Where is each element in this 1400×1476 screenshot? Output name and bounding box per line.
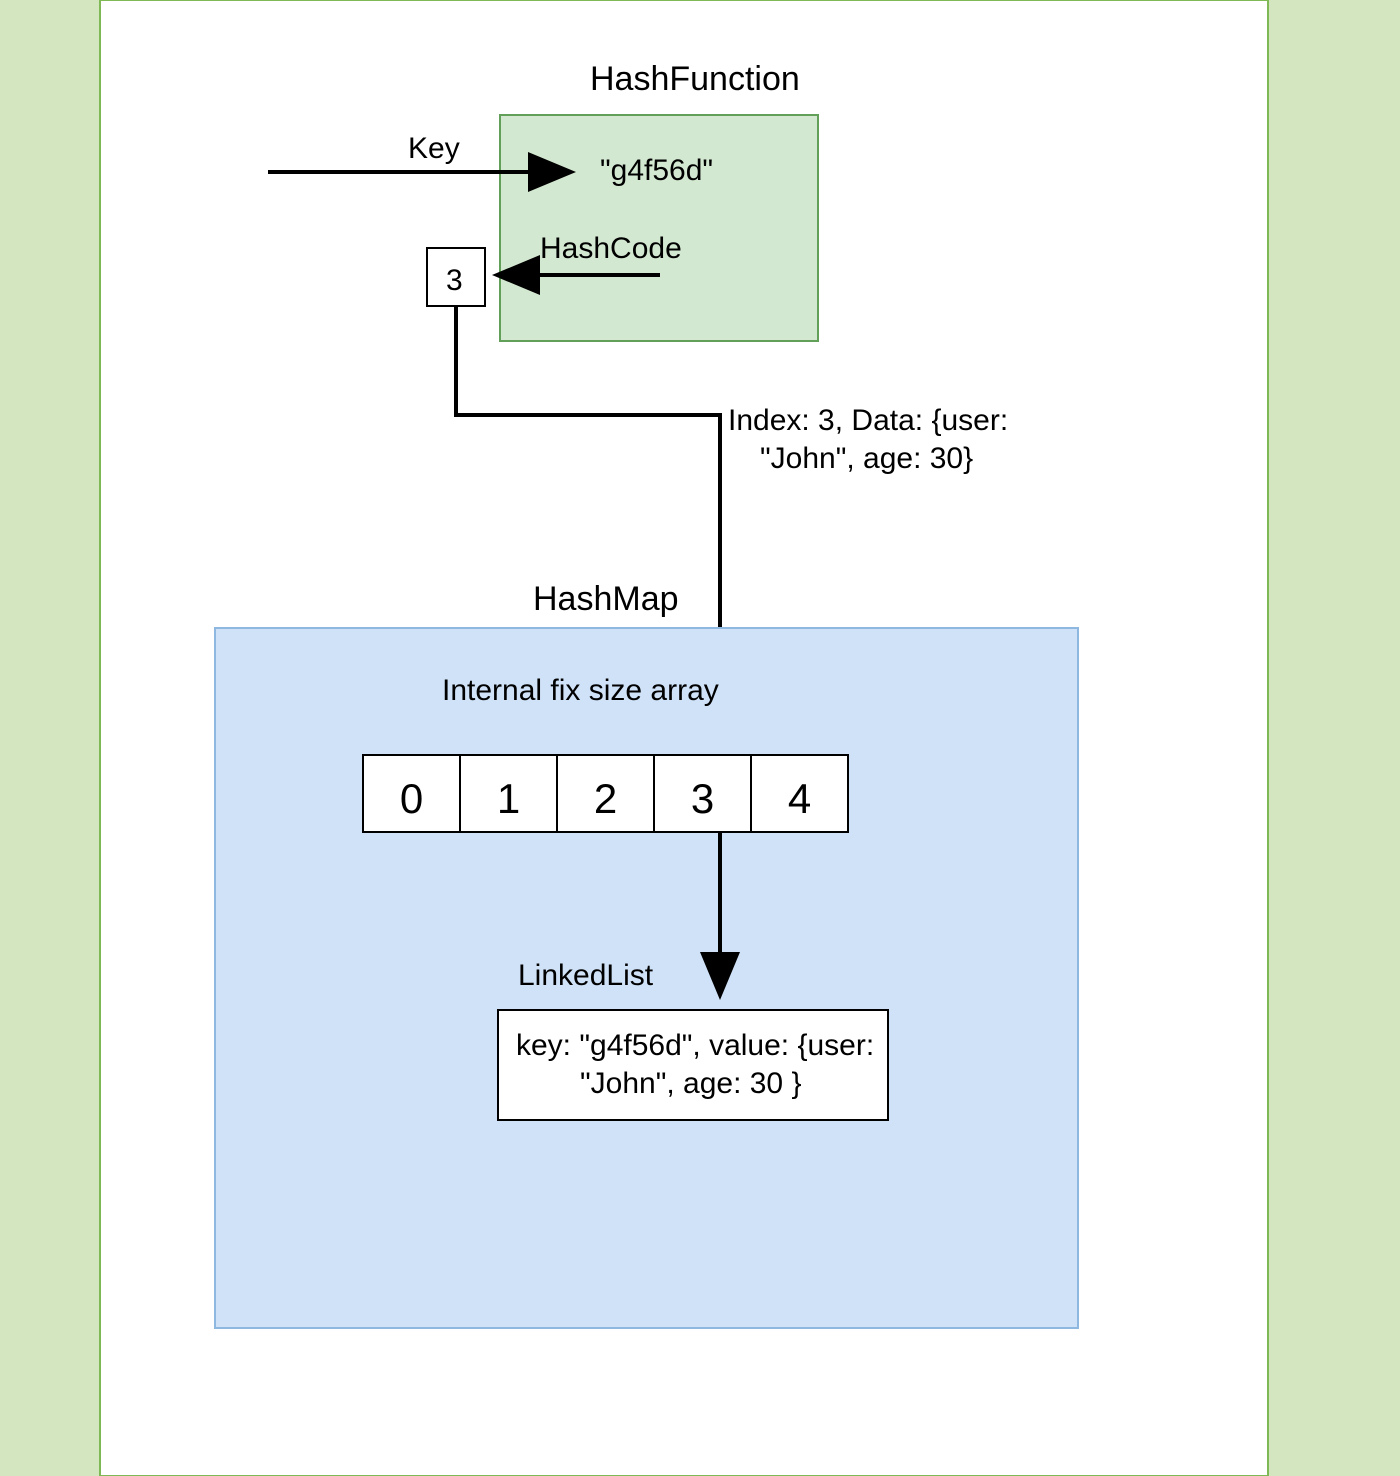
hashfunction-title: HashFunction bbox=[590, 60, 800, 98]
index-data-label-line1: Index: 3, Data: {user: bbox=[728, 404, 1008, 437]
linkedlist-line2: "John", age: 30 } bbox=[580, 1067, 801, 1100]
linkedlist-line1: key: "g4f56d", value: {user: bbox=[516, 1029, 874, 1062]
array-cell-value: 0 bbox=[400, 775, 423, 822]
hashmap-subtitle: Internal fix size array bbox=[442, 674, 719, 707]
hashfunction-box bbox=[500, 115, 818, 341]
array-cells-group: 0 1 2 3 4 bbox=[363, 755, 848, 832]
hashmap-diagram: HashFunction Key "g4f56d" HashCode 3 Ind… bbox=[0, 0, 1400, 1476]
key-label: Key bbox=[408, 132, 460, 165]
array-cell-value: 3 bbox=[691, 775, 714, 822]
hashcode-label: HashCode bbox=[540, 232, 682, 265]
array-cell-value: 2 bbox=[594, 775, 617, 822]
linkedlist-box bbox=[498, 1010, 888, 1120]
array-cell-value: 1 bbox=[497, 775, 520, 822]
array-cell-value: 4 bbox=[788, 775, 811, 822]
linkedlist-label: LinkedList bbox=[518, 959, 654, 992]
hash-string: "g4f56d" bbox=[600, 154, 713, 187]
index-box-value: 3 bbox=[446, 264, 463, 297]
index-data-label-line2: "John", age: 30} bbox=[760, 442, 973, 475]
hashmap-title: HashMap bbox=[533, 580, 679, 618]
